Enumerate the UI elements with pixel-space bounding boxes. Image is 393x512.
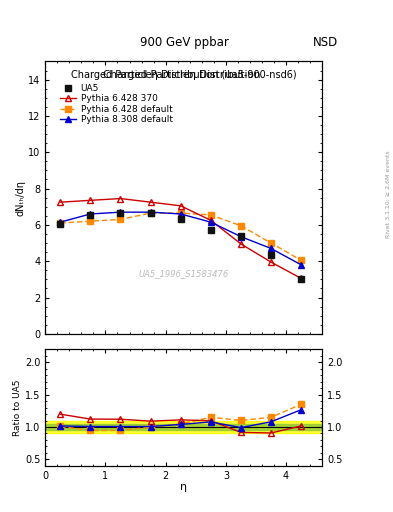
Text: NSD: NSD — [313, 36, 338, 49]
X-axis label: η: η — [180, 482, 187, 492]
Text: Charged Particleη Distribution (ua5-900-nsd6): Charged Particleη Distribution (ua5-900-… — [71, 70, 297, 79]
Y-axis label: Ratio to UA5: Ratio to UA5 — [13, 379, 22, 436]
Legend: UA5, Pythia 6.428 370, Pythia 6.428 default, Pythia 8.308 default: UA5, Pythia 6.428 370, Pythia 6.428 defa… — [58, 82, 174, 126]
Text: Rivet 3.1.10; ≥ 2.6M events: Rivet 3.1.10; ≥ 2.6M events — [386, 151, 391, 239]
Y-axis label: dNₜₕ/dη: dNₜₕ/dη — [15, 180, 25, 216]
Text: 900 GeV ppbar: 900 GeV ppbar — [140, 36, 229, 49]
Text: UA5_1996_S1583476: UA5_1996_S1583476 — [139, 269, 229, 279]
Text: Charged Particleη Distribution: Charged Particleη Distribution — [103, 70, 264, 79]
